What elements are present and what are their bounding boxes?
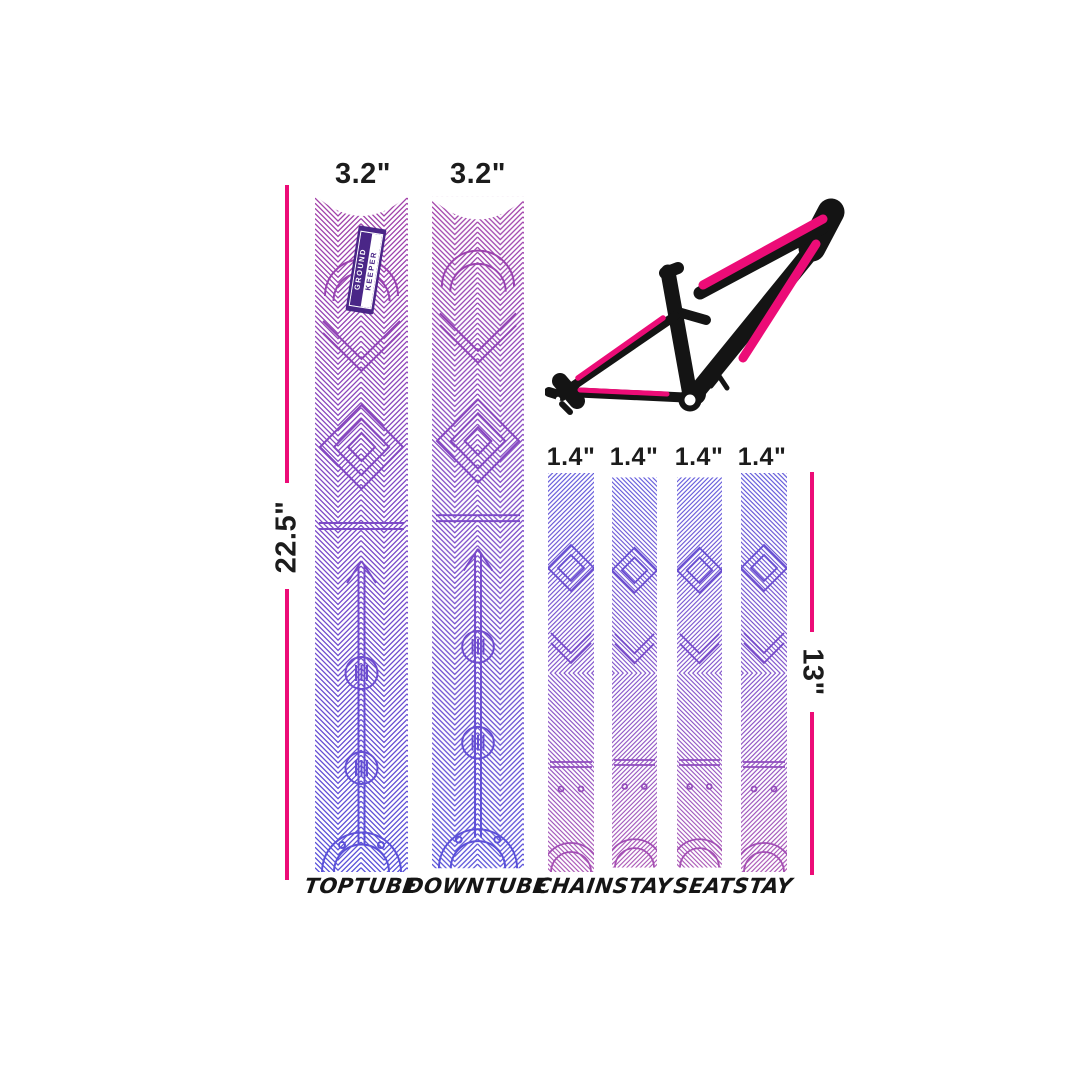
seatstay-label: SEATSTAY <box>671 874 795 898</box>
toptube-width-label: 3.2" <box>334 158 392 190</box>
toptube-label: TOPTUBE <box>302 874 420 898</box>
seatstay-width-label-1: 1.4" <box>674 443 724 471</box>
chainstay-decal-strip-2 <box>612 477 657 868</box>
left-measure-line-top-segment <box>285 185 289 483</box>
left-length-label: 22.5" <box>270 500 303 574</box>
downtube-label: DOWNTUBE <box>404 874 550 898</box>
downtube-width-label: 3.2" <box>449 158 507 190</box>
right-measure-line-top-segment <box>810 472 814 632</box>
chainstay-label: CHAINSTAY <box>534 874 674 898</box>
right-measure-line-bottom-segment <box>810 712 814 875</box>
seatstay-decal-strip-2 <box>741 473 787 872</box>
bike-frame-illustration <box>545 198 845 415</box>
left-measure-line-bottom-segment <box>285 589 289 880</box>
chainstay-decal-strip-1 <box>548 473 594 872</box>
seatstay-width-label-2: 1.4" <box>737 443 787 471</box>
chainstay-width-label-2: 1.4" <box>609 443 659 471</box>
downtube-decal-strip <box>432 196 524 869</box>
chainstay-width-label-1: 1.4" <box>546 443 596 471</box>
seatstay-decal-strip-1 <box>677 477 722 868</box>
right-length-label: 13" <box>796 648 829 696</box>
